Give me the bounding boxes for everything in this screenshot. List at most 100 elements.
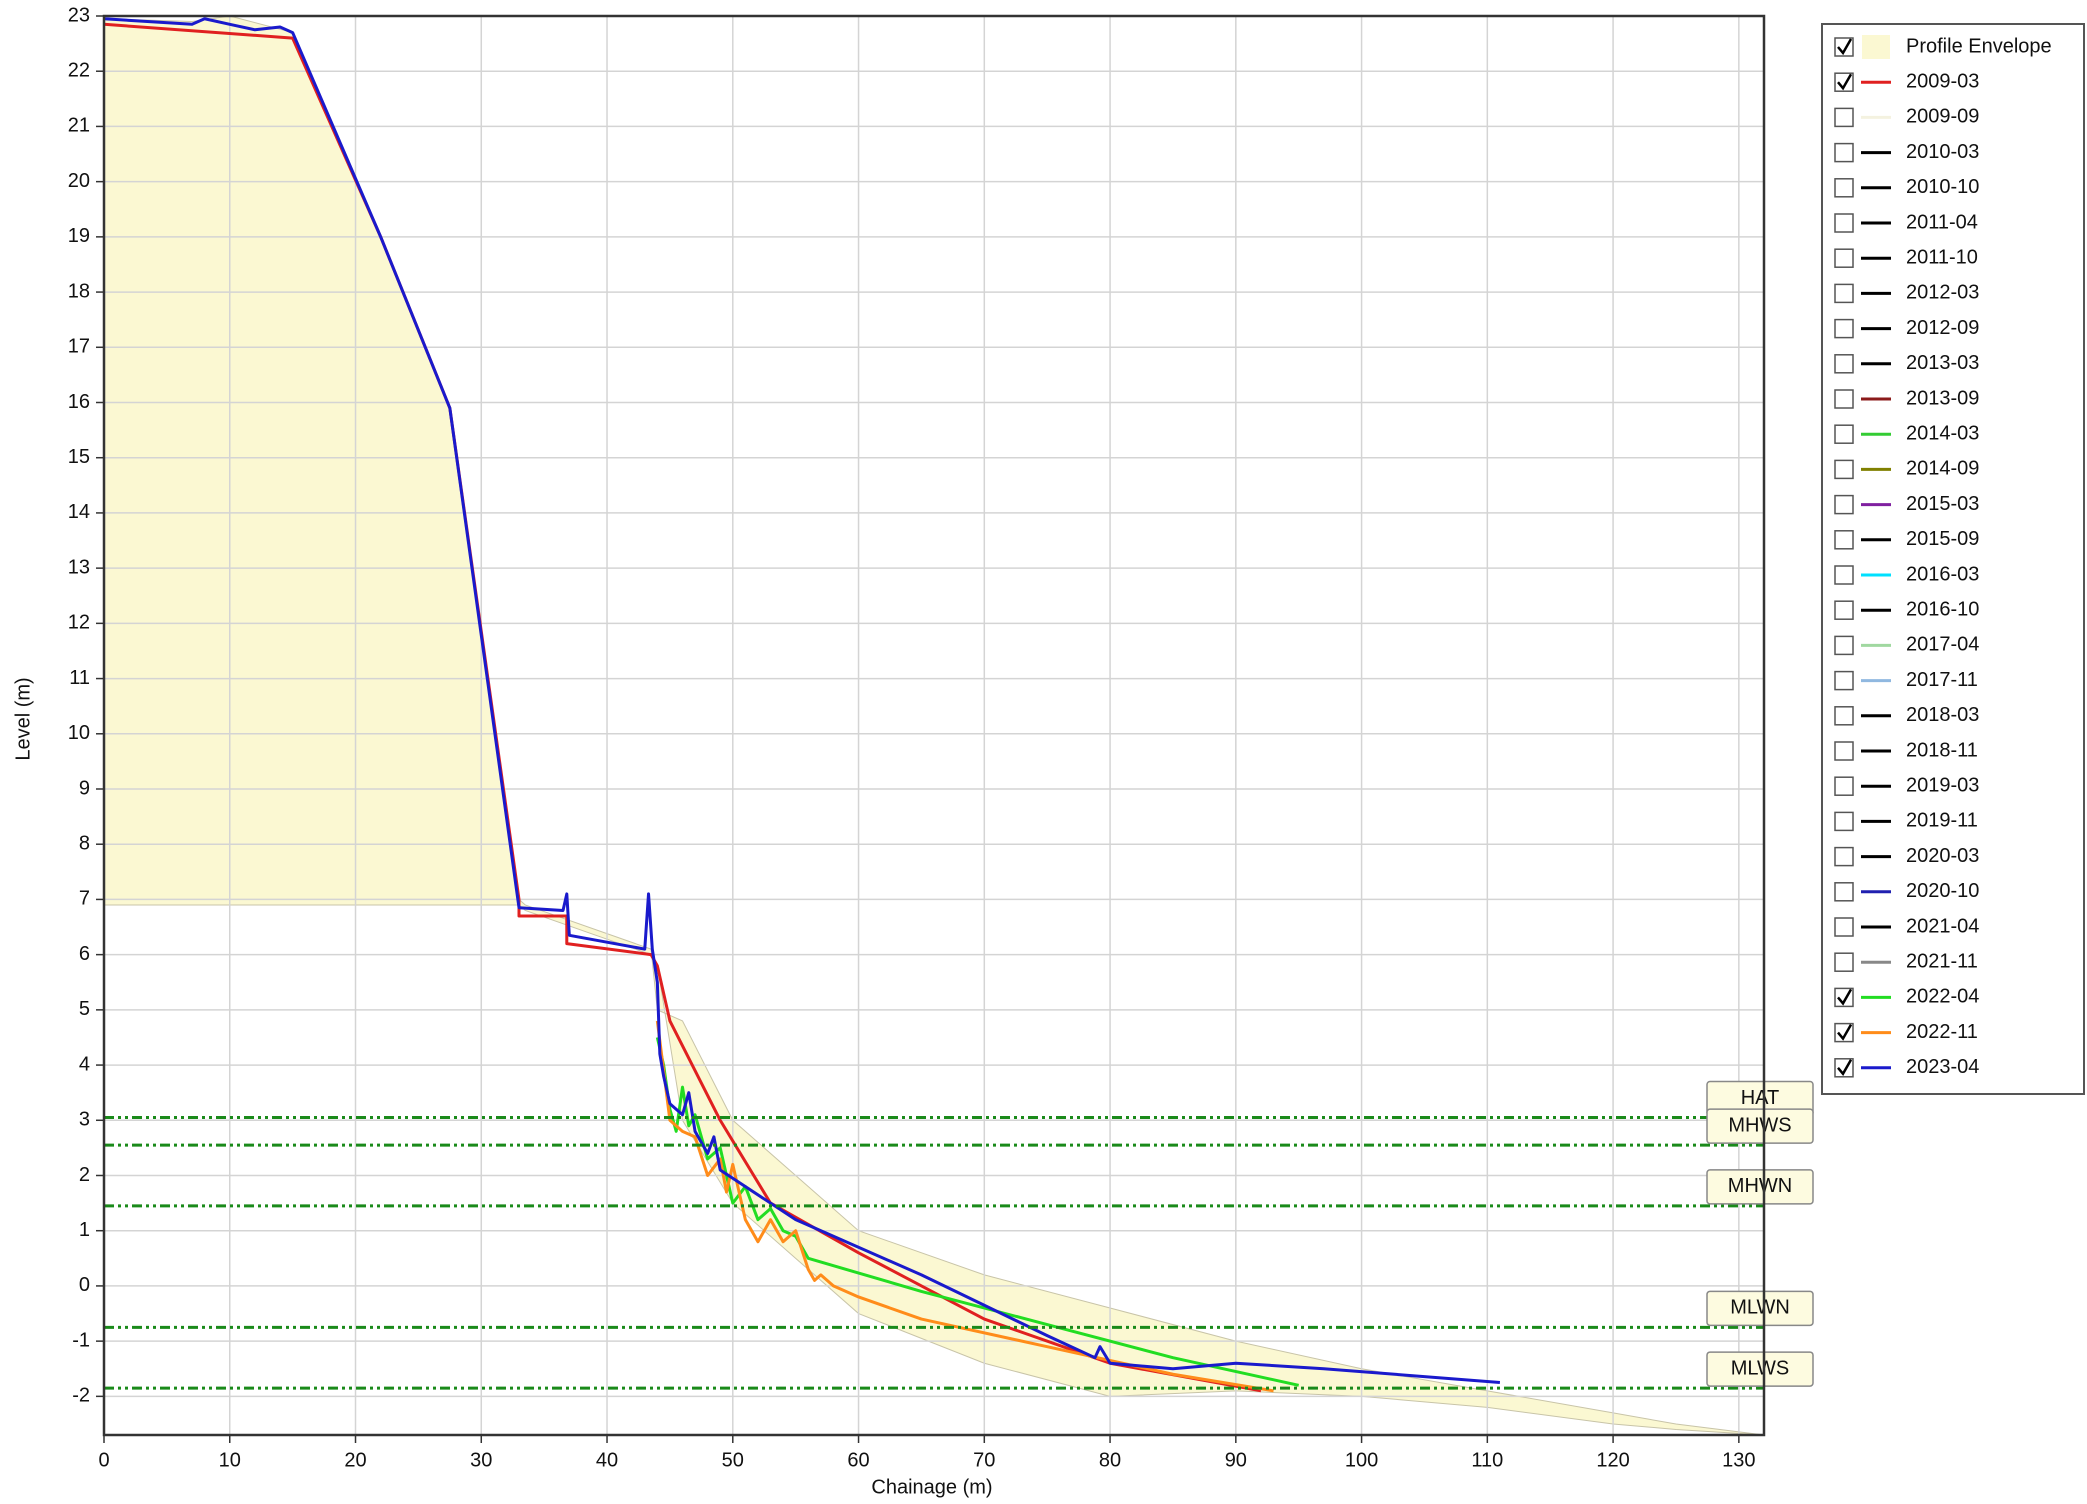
tide-level-box — [1706, 1108, 1814, 1144]
legend-label: 2016-10 — [1906, 598, 1979, 620]
legend-label: 2019-11 — [1906, 810, 1978, 832]
legend-label: 2017-04 — [1906, 634, 1979, 656]
x-tick-label: 100 — [1345, 1449, 1378, 1471]
y-tick-label: 14 — [68, 501, 90, 523]
legend-label: 2013-09 — [1906, 387, 1979, 409]
y-tick-label: 11 — [69, 667, 90, 689]
y-tick-label: 7 — [79, 888, 90, 910]
y-tick-label: 20 — [68, 170, 90, 192]
legend-checkbox[interactable] — [1834, 142, 1854, 163]
legend-checkbox[interactable] — [1834, 846, 1854, 867]
x-tick-label: 120 — [1596, 1449, 1629, 1471]
y-tick-label: 3 — [79, 1109, 90, 1131]
legend-checkmark — [1837, 38, 1853, 56]
legend-label: 2012-03 — [1906, 282, 1979, 304]
legend-checkbox[interactable] — [1834, 318, 1854, 339]
legend-label: 2019-03 — [1906, 774, 1979, 796]
legend-checkmark — [1837, 1059, 1853, 1076]
legend-label: Profile Envelope — [1906, 35, 2052, 57]
legend-box — [1821, 23, 2085, 1095]
y-tick-label: 22 — [68, 59, 90, 81]
legend-checkbox[interactable] — [1834, 882, 1854, 902]
legend-label: 2021-04 — [1906, 915, 1979, 937]
legend-label: 2012-09 — [1906, 317, 1979, 339]
x-tick-label: 0 — [98, 1449, 109, 1471]
legend-label: 2011-10 — [1906, 246, 1978, 268]
legend-label: 2011-04 — [1906, 211, 1978, 233]
x-tick-label: 10 — [219, 1449, 241, 1471]
x-tick-label: 50 — [722, 1449, 744, 1471]
y-tick-label: 15 — [68, 446, 90, 468]
y-tick-label: -2 — [72, 1385, 90, 1407]
tide-level-label: HAT — [1741, 1087, 1780, 1109]
legend-label: 2009-09 — [1906, 106, 1979, 128]
y-tick-label: 4 — [79, 1053, 90, 1075]
legend-checkbox[interactable] — [1834, 107, 1854, 128]
y-tick-label: 16 — [68, 391, 90, 413]
legend-label: 2010-03 — [1906, 141, 1979, 163]
series-line — [103, 17, 1501, 1385]
legend-checkbox[interactable] — [1834, 213, 1854, 233]
legend-label: 2010-10 — [1906, 176, 1979, 198]
tide-level-box — [1706, 1169, 1814, 1205]
legend-checkbox[interactable] — [1834, 530, 1854, 550]
y-tick-label: 8 — [79, 832, 90, 854]
legend-label: 2015-09 — [1906, 528, 1979, 550]
legend-checkmark — [1837, 988, 1853, 1006]
legend-label: 2015-03 — [1906, 493, 1979, 515]
legend-checkbox[interactable] — [1834, 635, 1854, 656]
tide-level-label: MLWN — [1730, 1297, 1790, 1319]
x-tick-label: 130 — [1722, 1449, 1755, 1471]
tide-level-label: MHWS — [1728, 1114, 1791, 1136]
y-tick-label: 2 — [79, 1164, 90, 1186]
legend-label: 2023-04 — [1906, 1056, 1979, 1078]
y-tick-label: 9 — [79, 777, 90, 799]
legend-checkbox[interactable] — [1834, 178, 1854, 198]
x-tick-label: 70 — [973, 1449, 995, 1471]
legend-label: 2016-03 — [1906, 563, 1979, 585]
legend-label: 2018-03 — [1906, 704, 1979, 726]
legend-label: 2020-03 — [1906, 845, 1979, 867]
legend-checkbox[interactable] — [1834, 565, 1854, 585]
y-axis-label: Level (m) — [12, 677, 34, 760]
x-tick-label: 30 — [470, 1449, 492, 1471]
legend-checkbox[interactable] — [1834, 354, 1854, 374]
legend-checkbox[interactable] — [1834, 389, 1854, 409]
tide-level-box — [1706, 1290, 1814, 1327]
legend-swatch — [1862, 35, 1890, 59]
legend-checkbox[interactable] — [1834, 952, 1854, 972]
legend-checkbox[interactable] — [1834, 917, 1854, 937]
x-tick-label: 40 — [596, 1449, 618, 1471]
tide-level-box — [1706, 1351, 1814, 1387]
legend-label: 2021-11 — [1906, 950, 1978, 972]
legend-label: 2022-11 — [1906, 1021, 1978, 1043]
legend-checkbox[interactable] — [1834, 741, 1854, 761]
y-tick-label: 13 — [68, 556, 90, 578]
tide-level-label: MLWS — [1731, 1357, 1790, 1379]
legend-checkbox[interactable] — [1834, 248, 1854, 268]
legend-label: 2014-03 — [1906, 422, 1979, 444]
legend-checkbox[interactable] — [1834, 776, 1854, 796]
legend-checkbox[interactable] — [1834, 670, 1854, 691]
y-tick-label: 21 — [68, 115, 90, 137]
legend-label: 2014-09 — [1906, 458, 1979, 480]
legend-checkbox[interactable] — [1834, 600, 1854, 620]
y-tick-label: 17 — [68, 336, 90, 358]
legend-checkbox[interactable] — [1834, 811, 1854, 832]
legend-checkbox[interactable] — [1834, 283, 1854, 304]
y-tick-label: 5 — [79, 998, 90, 1020]
legend-checkbox[interactable] — [1834, 494, 1854, 515]
legend-checkbox[interactable] — [1834, 424, 1854, 444]
x-tick-label: 90 — [1225, 1449, 1247, 1471]
x-tick-label: 110 — [1471, 1449, 1503, 1471]
y-tick-label: 18 — [68, 280, 90, 302]
legend-label: 2020-10 — [1906, 880, 1979, 902]
legend-checkbox[interactable] — [1834, 706, 1854, 726]
y-tick-label: 1 — [79, 1219, 90, 1241]
y-tick-label: 12 — [68, 612, 90, 634]
x-tick-label: 80 — [1099, 1449, 1121, 1471]
legend-checkbox[interactable] — [1834, 459, 1854, 480]
y-tick-label: 23 — [68, 4, 90, 26]
x-tick-label: 60 — [847, 1449, 869, 1471]
